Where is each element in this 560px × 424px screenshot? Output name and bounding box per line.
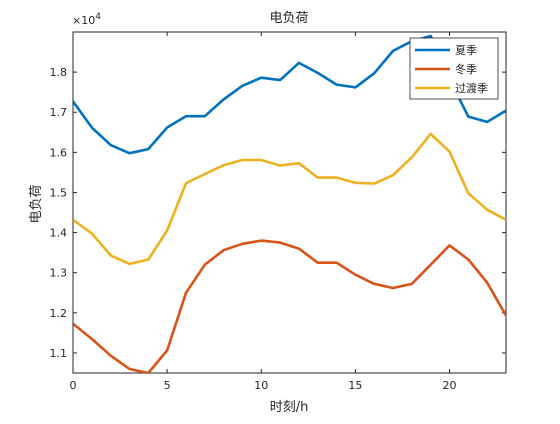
legend-label-1: 夏季 <box>455 44 477 57</box>
y-tick-label: 1.8 <box>50 66 68 79</box>
x-tick-label: 10 <box>254 379 268 392</box>
y-tick-label: 1.3 <box>50 267 68 280</box>
x-axis-label: 时刻/h <box>270 400 309 415</box>
y-tick-label: 1.2 <box>50 307 68 320</box>
x-tick-label: 20 <box>443 379 457 392</box>
y-exponent-base: ×10 <box>72 14 95 27</box>
y-tick-label: 1.5 <box>50 186 68 199</box>
x-tick-label: 0 <box>70 379 77 392</box>
legend-label-2: 冬季 <box>455 62 477 76</box>
series-line-3 <box>73 132 506 266</box>
y-tick-label: 1.6 <box>50 146 68 159</box>
chart-title: 电负荷 <box>269 11 308 26</box>
legend-label-3: 过渡季 <box>455 81 488 95</box>
x-tick-label: 5 <box>164 379 171 392</box>
y-axis-label: 电负荷 <box>29 184 44 223</box>
y-exponent-power: 4 <box>95 12 101 22</box>
y-exponent-label: ×104 <box>72 12 101 27</box>
y-tick-label: 1.4 <box>50 227 68 240</box>
y-tick-label: 1.7 <box>50 106 68 119</box>
x-tick-label: 15 <box>348 379 362 392</box>
series-line-2 <box>73 239 506 373</box>
y-tick-label: 1.1 <box>50 347 68 360</box>
